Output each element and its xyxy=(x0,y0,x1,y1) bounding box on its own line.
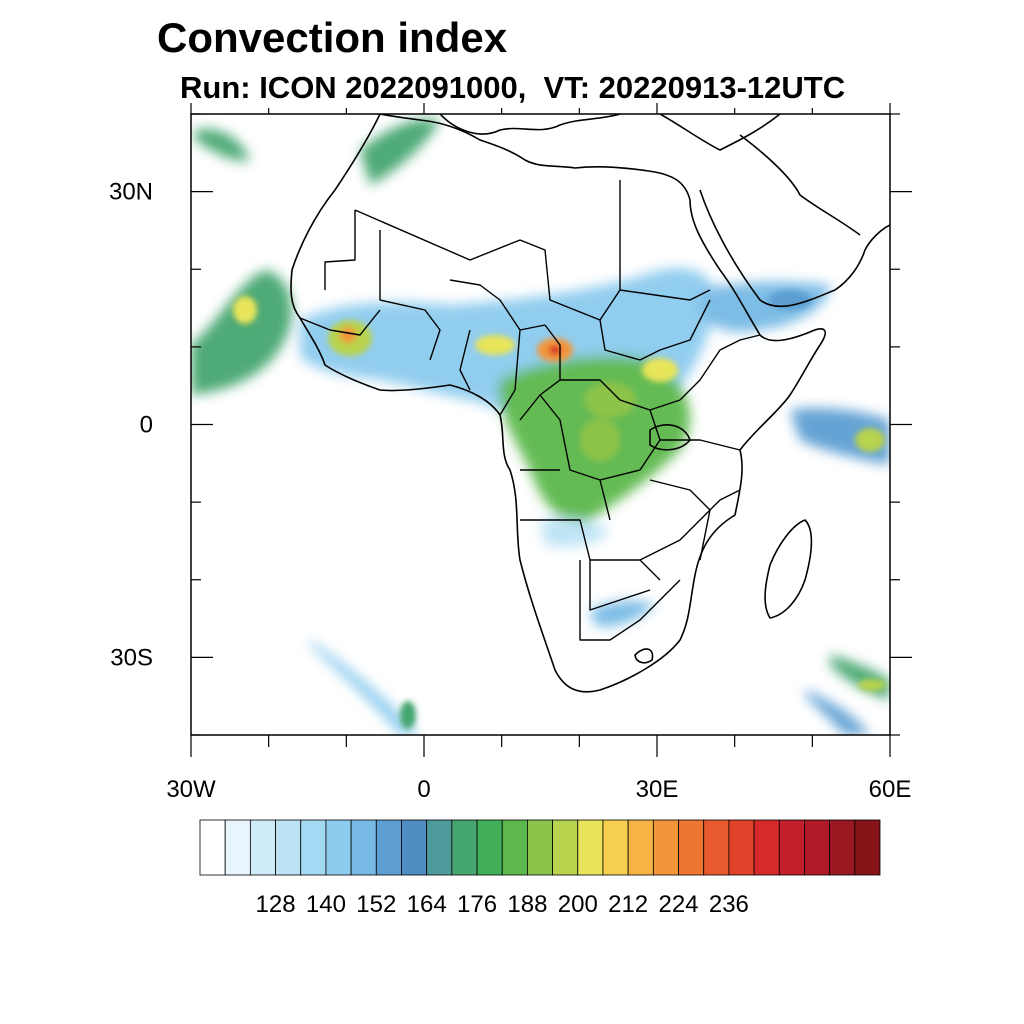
colorbar-swatch xyxy=(199,819,226,876)
field-region-mediterranean xyxy=(360,118,440,185)
field-region-southeast-band xyxy=(830,655,890,700)
field-region-south-band xyxy=(805,690,870,735)
field-core-southwest xyxy=(400,701,416,729)
colorbar-label: 200 xyxy=(558,891,598,918)
africa-coastline xyxy=(290,114,826,693)
colorbar-swatch xyxy=(375,819,402,876)
field-core-indian-ocean xyxy=(855,428,885,452)
colorbar xyxy=(199,819,881,876)
colorbar-swatch xyxy=(476,819,503,876)
lake-victoria xyxy=(649,424,691,451)
colorbar-swatch xyxy=(426,819,453,876)
field-region-ethiopia xyxy=(700,281,830,332)
colorbar-swatch xyxy=(678,819,705,876)
lon-tick-label: 30W xyxy=(166,776,216,803)
colorbar-swatch xyxy=(300,819,327,876)
colorbar-swatch xyxy=(350,819,377,876)
map-subtitle: Run: ICON 2022091000, VT: 20220913-12UTC xyxy=(180,70,846,105)
colorbar-swatch xyxy=(804,819,831,876)
colorbar-swatch xyxy=(577,819,604,876)
colorbar-swatch xyxy=(224,819,251,876)
colorbar-labels: 128 140 152 164 176 188 200 212 224 236 xyxy=(256,891,749,918)
field-core-sudan xyxy=(584,382,636,418)
colorbar-swatch xyxy=(501,819,528,876)
axis-tick-labels: 30N 0 30S 30W 0 30E 60E xyxy=(109,179,911,803)
colorbar-label: 188 xyxy=(507,891,547,918)
country-borders xyxy=(299,180,761,641)
field-region-angola xyxy=(540,518,610,547)
field-core-guinea-hot xyxy=(340,327,356,343)
map-outlines xyxy=(290,114,890,693)
colorbar-swatch xyxy=(451,819,478,876)
field-region-southern-africa xyxy=(590,600,655,627)
colorbar-label: 164 xyxy=(407,891,447,918)
arabian-coastline xyxy=(699,134,890,308)
map-title: Convection index xyxy=(157,14,508,61)
colorbar-swatch xyxy=(401,819,428,876)
lon-tick-label: 60E xyxy=(869,776,912,803)
colorbar-swatch xyxy=(854,819,881,876)
field-core-congo xyxy=(580,418,620,462)
colorbar-swatch xyxy=(753,819,780,876)
lat-tick-label: 30S xyxy=(110,644,153,671)
lat-tick-label: 0 xyxy=(140,412,153,439)
colorbar-swatch xyxy=(778,819,805,876)
axis-ticks xyxy=(190,103,912,757)
field-region-northwest xyxy=(195,128,250,161)
field-core-ethiopia xyxy=(768,290,812,310)
colorbar-swatch xyxy=(829,819,856,876)
field-core-nigeria xyxy=(475,335,515,355)
field-intense-layer xyxy=(233,290,886,729)
colorbar-label: 224 xyxy=(658,891,698,918)
lon-tick-label: 0 xyxy=(417,776,430,803)
field-core-chad-hot xyxy=(549,345,561,355)
colorbar-label: 152 xyxy=(356,891,396,918)
field-region-southwest-streak xyxy=(310,640,420,735)
colorbar-swatch xyxy=(728,819,755,876)
colorbar-swatch xyxy=(275,819,302,876)
colorbar-swatch xyxy=(652,819,679,876)
colorbar-swatch xyxy=(325,819,352,876)
lon-tick-label: 30E xyxy=(636,776,679,803)
field-base-layer xyxy=(191,118,890,735)
colorbar-swatch xyxy=(527,819,553,876)
colorbar-swatch xyxy=(627,819,654,876)
colorbar-label: 140 xyxy=(306,891,346,918)
europe-coastline xyxy=(439,114,781,151)
convection-field xyxy=(191,118,890,735)
field-core-cyclone xyxy=(233,296,257,324)
field-core-south-sudan xyxy=(642,358,678,382)
colorbar-label: 176 xyxy=(457,891,497,918)
colorbar-swatch xyxy=(703,819,730,876)
field-core-southeast xyxy=(858,679,886,691)
colorbar-label: 128 xyxy=(256,891,296,918)
colorbar-swatch xyxy=(602,819,629,876)
madagascar-coastline xyxy=(764,519,813,619)
lesotho-border xyxy=(634,648,654,664)
colorbar-label: 212 xyxy=(608,891,648,918)
colorbar-swatch xyxy=(249,819,276,876)
lat-tick-label: 30N xyxy=(109,179,153,206)
colorbar-swatch xyxy=(552,819,579,876)
colorbar-label: 236 xyxy=(709,891,749,918)
field-region-atlantic-cyclone xyxy=(191,270,293,395)
